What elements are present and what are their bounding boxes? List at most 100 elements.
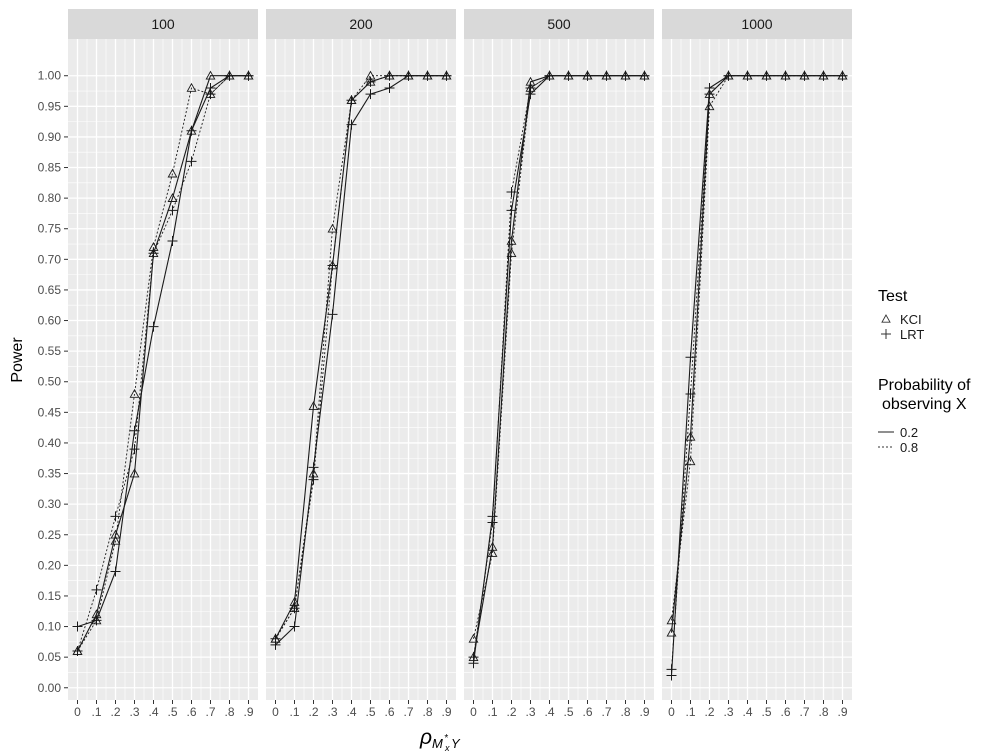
point-lrt-0.8-0 bbox=[270, 633, 281, 644]
legend-prob-title: observing X bbox=[882, 396, 967, 413]
facet-strip bbox=[68, 9, 258, 39]
point-lrt-0.8-.5 bbox=[365, 76, 376, 87]
point-lrt-0.8-.5 bbox=[761, 70, 772, 81]
y-tick-label: 0.20 bbox=[38, 558, 62, 572]
point-lrt-0.2-.5 bbox=[167, 235, 178, 246]
x-tick-label: .2 bbox=[308, 705, 318, 719]
point-lrt-0.8-.7 bbox=[205, 89, 216, 100]
y-tick-label: 0.30 bbox=[38, 497, 62, 511]
svg-text:x: x bbox=[444, 743, 450, 751]
point-lrt-0.2-.4 bbox=[148, 321, 159, 332]
x-tick-label: .7 bbox=[205, 705, 215, 719]
point-kci-0.8-.1 bbox=[685, 456, 696, 466]
x-tick-label: .6 bbox=[384, 705, 394, 719]
point-lrt-0.8-.7 bbox=[601, 70, 612, 81]
x-tick-label: .8 bbox=[422, 705, 432, 719]
point-lrt-0.2-.3 bbox=[129, 425, 140, 436]
point-lrt-0.2-0 bbox=[72, 621, 83, 632]
legend-prob-label: 0.8 bbox=[900, 440, 918, 455]
point-lrt-0.8-.9 bbox=[243, 70, 254, 81]
point-kci-0.2-.5 bbox=[167, 193, 178, 202]
point-kci-0.2-.2 bbox=[308, 401, 319, 411]
facet-strip bbox=[464, 9, 654, 39]
point-kci-0.8-.3 bbox=[327, 223, 338, 233]
y-tick-label: 0.65 bbox=[38, 283, 62, 297]
point-kci-0.8-.3 bbox=[129, 388, 140, 398]
point-lrt-0.8-0 bbox=[468, 652, 479, 663]
facet-panel-500: 500 0 .1 .2 .3 .4 .5 .6 .7 .8 .9 bbox=[464, 9, 654, 719]
x-tick-label: .5 bbox=[761, 705, 771, 719]
point-lrt-0.8-.2 bbox=[110, 511, 121, 522]
series-line-lrt-0.2 bbox=[77, 75, 249, 628]
facet-panels: 1000.1.2.3.4.5.6.7.8.92000.1.2.3.4.5.6.7… bbox=[68, 9, 852, 719]
point-lrt-0.2-.1 bbox=[289, 621, 300, 632]
point-lrt-0.8-.9 bbox=[837, 70, 848, 81]
x-tick-label: .8 bbox=[818, 705, 828, 719]
y-axis: 0.00 0.05 0.10 0.15 0.20 0.25 0.30 0.35 0.40 0.45… bbox=[38, 69, 68, 695]
point-lrt-0.8-.8 bbox=[422, 70, 433, 81]
point-kci-0.8-.2 bbox=[704, 101, 715, 111]
point-lrt-0.2-.4 bbox=[346, 119, 357, 130]
x-tick-label: .3 bbox=[129, 705, 139, 719]
x-tick-label: .4 bbox=[148, 705, 158, 719]
point-lrt-0.8-.2 bbox=[506, 187, 517, 198]
x-tick-label: .3 bbox=[723, 705, 733, 719]
x-tick-label: 0 bbox=[74, 705, 81, 719]
point-lrt-0.8-.3 bbox=[723, 70, 734, 81]
y-tick-label: 0.85 bbox=[38, 161, 62, 175]
y-tick-label: 0.25 bbox=[38, 528, 62, 542]
y-tick-label: 0.50 bbox=[38, 375, 62, 389]
x-tick-label: .6 bbox=[186, 705, 196, 719]
x-tick-label: .3 bbox=[327, 705, 337, 719]
facet-panel-100: 100 0 .1 .2 .3 .4 .5 .6 .7 .8 .9 bbox=[68, 9, 258, 719]
point-kci-0.2-.1 bbox=[685, 431, 696, 441]
point-lrt-0.8-.7 bbox=[403, 70, 414, 81]
facet-panel-1000: 1000 0 .1 .2 .3 .4 .5 .6 .7 .8 .9 bbox=[662, 9, 852, 719]
x-tick-label: .2 bbox=[110, 705, 120, 719]
point-lrt-0.2-.2 bbox=[110, 566, 121, 577]
point-lrt-0.2-.6 bbox=[186, 125, 197, 136]
series-line-lrt-0.8 bbox=[77, 75, 249, 652]
y-tick-label: 0.35 bbox=[38, 467, 62, 481]
point-lrt-0.2-.5 bbox=[365, 89, 376, 100]
x-tick-label: .9 bbox=[837, 705, 847, 719]
facet-strip-label: 100 bbox=[151, 16, 175, 32]
legend-key-plus bbox=[881, 329, 891, 339]
facet-strip bbox=[266, 9, 456, 39]
x-tick-label: .9 bbox=[243, 705, 253, 719]
series-line-lrt-0.8 bbox=[671, 75, 843, 670]
point-lrt-0.8-.6 bbox=[780, 70, 791, 81]
x-tick-label: .1 bbox=[91, 705, 101, 719]
y-tick-label: 0.70 bbox=[38, 252, 62, 266]
point-lrt-0.8-.6 bbox=[582, 70, 593, 81]
point-lrt-0.2-.2 bbox=[506, 205, 517, 216]
point-lrt-0.8-.6 bbox=[384, 70, 395, 81]
y-tick-label: 0.60 bbox=[38, 314, 62, 328]
legend-key-triangle bbox=[881, 314, 891, 323]
point-lrt-0.8-.9 bbox=[639, 70, 650, 81]
y-axis-title: Power bbox=[9, 337, 26, 383]
x-tick-label: .5 bbox=[563, 705, 573, 719]
point-lrt-0.8-.8 bbox=[224, 70, 235, 81]
point-kci-0.8-.6 bbox=[186, 82, 197, 92]
facet-strip-label: 500 bbox=[547, 16, 571, 32]
x-tick-label: .4 bbox=[742, 705, 752, 719]
series-line-lrt-0.8 bbox=[473, 75, 645, 658]
point-lrt-0.8-.4 bbox=[148, 248, 159, 259]
point-kci-0.8-0 bbox=[666, 615, 677, 625]
y-tick-label: 0.55 bbox=[38, 344, 62, 358]
point-lrt-0.8-.3 bbox=[525, 82, 536, 93]
x-tick-label: .7 bbox=[601, 705, 611, 719]
svg-text:ρ: ρ bbox=[419, 726, 432, 749]
point-kci-0.8-.2 bbox=[110, 535, 121, 545]
point-kci-0.2-.7 bbox=[205, 70, 216, 80]
point-kci-0.8-.1 bbox=[487, 547, 498, 557]
x-tick-label: .2 bbox=[506, 705, 516, 719]
point-lrt-0.8-.5 bbox=[167, 205, 178, 216]
x-tick-label: 0 bbox=[470, 705, 477, 719]
point-kci-0.2-.1 bbox=[487, 541, 498, 551]
x-tick-label: .7 bbox=[799, 705, 809, 719]
x-tick-label: .8 bbox=[224, 705, 234, 719]
x-tick-label: .1 bbox=[487, 705, 497, 719]
y-tick-label: 1.00 bbox=[38, 69, 62, 83]
